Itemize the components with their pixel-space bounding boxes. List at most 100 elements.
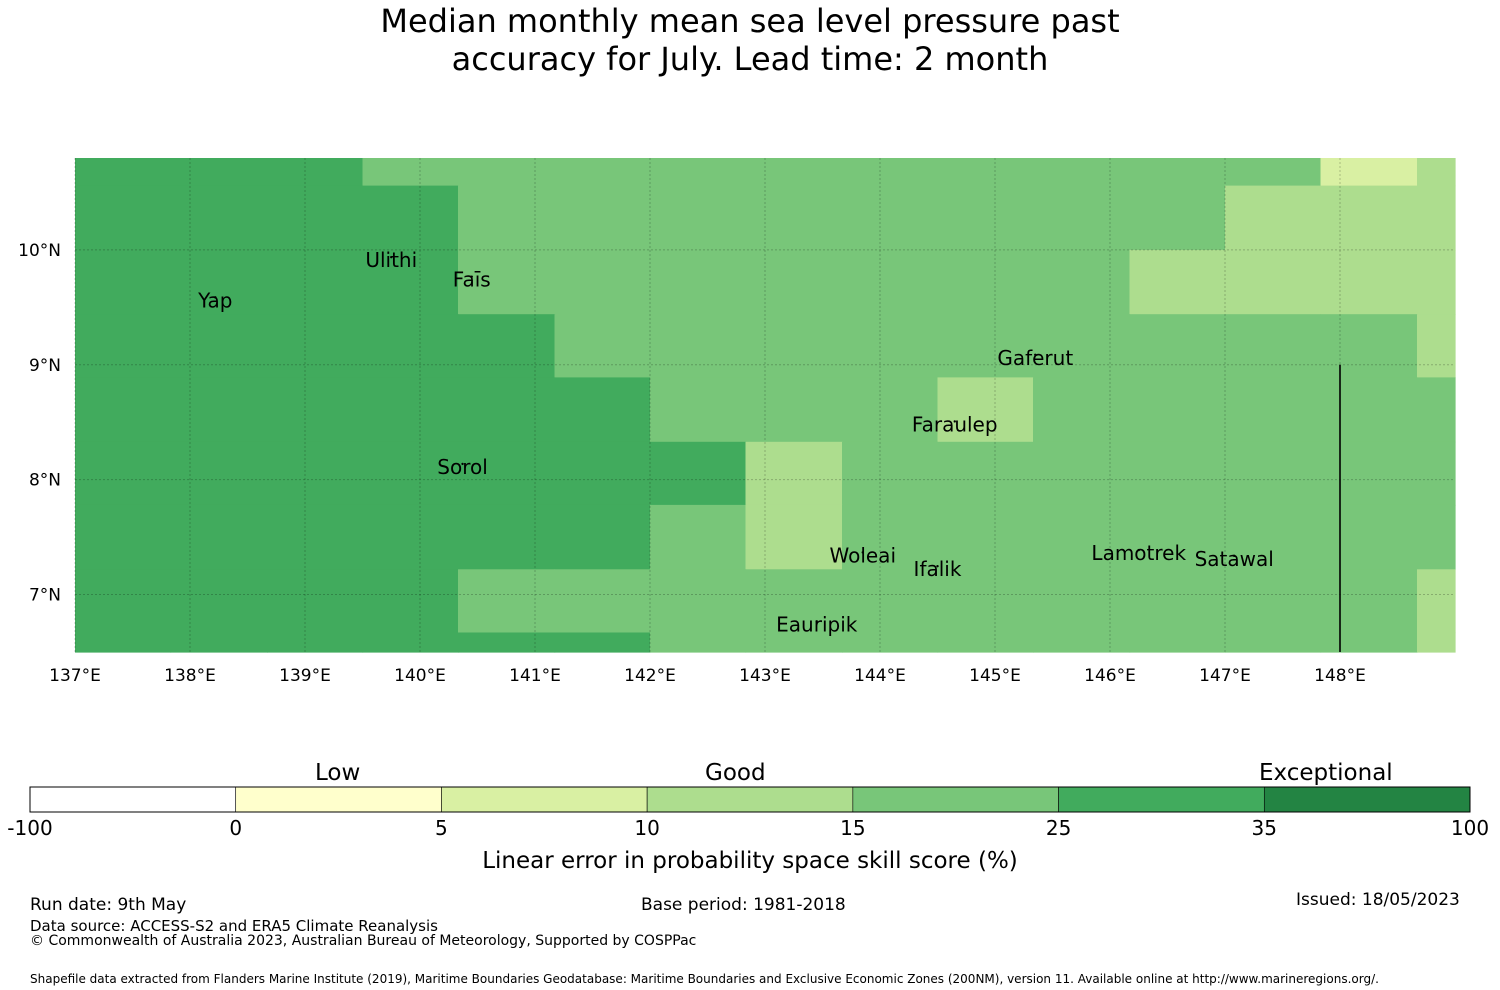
colorbar-bin bbox=[29, 786, 237, 813]
grid-cell bbox=[1320, 249, 1418, 315]
grid-cell bbox=[75, 314, 172, 378]
grid-cell bbox=[170, 632, 268, 653]
grid-cell bbox=[362, 569, 459, 634]
colorbar-axis-label: Linear error in probability space skill … bbox=[482, 848, 1018, 874]
grid-cell bbox=[458, 249, 556, 315]
graticule bbox=[74, 158, 1455, 652]
grid-cell bbox=[1225, 569, 1322, 634]
grid-cell bbox=[458, 185, 556, 251]
map-axes: 137°E 138°E 139°E 140°E 141°E 142°E 143°E 144°E… bbox=[18, 241, 1366, 686]
grid-cell bbox=[1320, 314, 1418, 378]
place-label: Lamotrek bbox=[1091, 541, 1186, 565]
x-tick-label: 144°E bbox=[854, 666, 906, 686]
grid-cell bbox=[1033, 185, 1131, 251]
grid-cell bbox=[1225, 158, 1322, 187]
data-source: Data source: ACCESS-S2 and ERA5 Climate … bbox=[30, 917, 438, 935]
x-tick-label: 138°E bbox=[164, 666, 216, 686]
grid-cell bbox=[362, 158, 459, 187]
grid-cell bbox=[1129, 314, 1226, 378]
grid-cell bbox=[75, 504, 172, 570]
grid-cell bbox=[362, 314, 459, 378]
y-tick-label: 9°N bbox=[29, 356, 61, 376]
y-tick-label: 7°N bbox=[29, 586, 61, 606]
grid-cell bbox=[650, 569, 747, 634]
grid-cell bbox=[745, 569, 843, 634]
place-label: Gaferut bbox=[997, 346, 1073, 370]
grid-cell bbox=[267, 441, 364, 506]
grid-cell bbox=[75, 377, 172, 443]
grid-cell bbox=[937, 314, 1034, 378]
grid-cell bbox=[1320, 504, 1418, 570]
grid-cell bbox=[554, 632, 651, 653]
x-tick-label: 137°E bbox=[49, 666, 101, 686]
colorbar-tick-label: 5 bbox=[435, 816, 448, 840]
grid-cell bbox=[745, 504, 843, 570]
grid-cell bbox=[650, 441, 747, 506]
island-marker bbox=[461, 462, 464, 466]
grid-cell bbox=[75, 632, 172, 653]
grid-cell bbox=[1417, 314, 1456, 378]
place-label: Satawal bbox=[1195, 547, 1274, 571]
colorbar-bin bbox=[646, 786, 854, 813]
grid-cell bbox=[1033, 504, 1131, 570]
grid-cell bbox=[1225, 249, 1322, 315]
grid-cell bbox=[745, 185, 843, 251]
grid-cell bbox=[745, 249, 843, 315]
grid-cell bbox=[745, 377, 843, 443]
grid-cell bbox=[554, 441, 651, 506]
island-marker bbox=[815, 620, 818, 623]
grid-cell bbox=[1417, 569, 1456, 634]
colorbar: -100 0 5 10 15 25 35 100 Linear error in probabi… bbox=[7, 786, 1489, 874]
place-label: Ifalik bbox=[914, 557, 962, 581]
grid-cell bbox=[75, 158, 172, 187]
grid-cell bbox=[745, 441, 843, 506]
grid-cell bbox=[937, 569, 1034, 634]
place-label: Woleai bbox=[829, 543, 896, 567]
colorbar-frame bbox=[29, 786, 1471, 813]
grid-cell bbox=[267, 249, 364, 315]
grid-cell bbox=[1225, 185, 1322, 251]
island-marker bbox=[953, 420, 956, 423]
legend-heading-exceptional: Exceptional bbox=[1259, 760, 1393, 786]
grid-cell bbox=[937, 441, 1034, 506]
x-tick-label: 139°E bbox=[279, 666, 331, 686]
place-label: Faraulep bbox=[912, 412, 998, 436]
grid-cell bbox=[170, 441, 268, 506]
grid-cell bbox=[745, 158, 843, 187]
x-tick-label: 148°E bbox=[1314, 666, 1366, 686]
island-marker bbox=[390, 255, 393, 259]
grid-cell bbox=[650, 158, 747, 187]
grid-cell bbox=[842, 249, 939, 315]
colorbar-bin bbox=[235, 786, 442, 813]
colorbar-tick-label: 10 bbox=[634, 816, 659, 840]
place-label: Ulithi bbox=[365, 248, 417, 272]
grid-cell bbox=[1129, 249, 1226, 315]
grid-cell bbox=[1417, 249, 1456, 315]
grid-cell bbox=[1225, 632, 1322, 653]
grid-cell bbox=[170, 185, 268, 251]
place-label: Sorol bbox=[437, 455, 488, 479]
grid-cell bbox=[75, 441, 172, 506]
grid-cell bbox=[1129, 504, 1226, 570]
grid-cell bbox=[458, 377, 556, 443]
x-tick-label: 146°E bbox=[1084, 666, 1136, 686]
grid-cell bbox=[1417, 185, 1456, 251]
title-line-1: Median monthly mean sea level pressure p… bbox=[380, 2, 1120, 40]
colorbar-tick-label: -100 bbox=[7, 816, 52, 840]
island-marker bbox=[936, 564, 939, 568]
grid-cell bbox=[554, 504, 651, 570]
skill-grid bbox=[75, 158, 1456, 653]
grid-cell bbox=[650, 504, 747, 570]
grid-cell bbox=[1320, 158, 1418, 187]
grid-cell bbox=[1417, 377, 1456, 443]
grid-cell bbox=[458, 569, 556, 634]
grid-cell bbox=[1417, 504, 1456, 570]
colorbar-bin bbox=[852, 786, 1059, 813]
grid-cell bbox=[1129, 158, 1226, 187]
grid-cell bbox=[1320, 569, 1418, 634]
legend-heading-low: Low bbox=[315, 760, 361, 786]
grid-cell bbox=[1320, 441, 1418, 506]
place-labels: Ulithi Faīs Yap Gaferut Faraulep Sorol Woleai I… bbox=[197, 248, 1274, 636]
grid-cell bbox=[170, 377, 268, 443]
